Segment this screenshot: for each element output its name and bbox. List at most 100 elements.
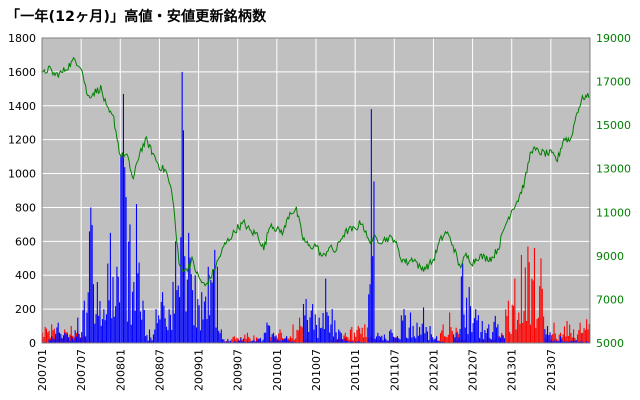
- new-low-bar: [99, 300, 101, 343]
- new-high-bar: [53, 328, 55, 343]
- new-low-bar: [554, 341, 556, 343]
- new-low-bar: [77, 317, 79, 343]
- new-low-bar: [409, 312, 412, 343]
- new-high-bar: [45, 328, 48, 343]
- new-low-bar: [249, 341, 251, 343]
- new-low-bar: [574, 341, 576, 343]
- new-low-bar: [154, 329, 156, 343]
- new-high-bar: [540, 258, 542, 343]
- new-low-bar: [120, 156, 122, 343]
- new-low-bar: [317, 337, 319, 343]
- new-high-bar: [360, 333, 362, 343]
- new-high-bar: [531, 278, 533, 343]
- new-high-bar: [299, 317, 301, 343]
- new-low-bar: [462, 263, 464, 343]
- new-low-bar: [417, 335, 419, 343]
- new-high-bar: [445, 336, 447, 343]
- x-axis-tick-label: 200701: [36, 349, 49, 391]
- x-axis-tick-label: 200707: [75, 349, 88, 391]
- new-low-bar: [283, 338, 285, 343]
- new-low-bar: [288, 340, 290, 343]
- left-axis-tick-label: 800: [15, 201, 36, 214]
- new-low-bar: [152, 334, 154, 343]
- new-high-bar: [235, 339, 237, 343]
- new-low-bar: [389, 331, 391, 343]
- new-high-bar: [567, 335, 569, 343]
- new-low-bar: [162, 292, 164, 343]
- new-low-bar: [197, 299, 199, 343]
- new-high-bar: [447, 334, 449, 343]
- new-low-bar: [411, 337, 413, 343]
- new-low-bar: [64, 332, 66, 343]
- new-low-bar: [188, 232, 190, 343]
- new-high-bar: [519, 323, 521, 343]
- new-high-bar: [255, 337, 258, 343]
- new-low-bar: [357, 341, 359, 343]
- new-high-bar: [69, 334, 71, 343]
- new-low-bar: [271, 334, 273, 343]
- new-low-bar: [240, 337, 242, 343]
- x-axis-tick-label: 200801: [114, 349, 127, 391]
- new-low-bar: [137, 273, 139, 343]
- new-low-bar: [122, 93, 124, 343]
- new-high-bar: [536, 319, 538, 343]
- new-low-bar: [406, 337, 408, 343]
- new-low-bar: [276, 340, 278, 343]
- x-axis-ticks: 200701 200707 200801 200807 200901 200907 2010…: [36, 349, 558, 391]
- new-low-bar: [492, 331, 494, 343]
- new-low-bar: [79, 337, 81, 343]
- new-low-bar: [272, 332, 275, 343]
- new-low-bar: [117, 276, 119, 343]
- new-low-bar: [430, 334, 432, 343]
- new-low-bar: [177, 285, 179, 343]
- new-low-bar: [254, 341, 256, 343]
- new-low-bar: [203, 301, 205, 343]
- new-high-bar: [296, 329, 298, 343]
- new-low-bar: [400, 315, 402, 343]
- new-low-bar: [118, 302, 121, 343]
- new-low-bar: [569, 341, 571, 343]
- new-low-bar: [250, 341, 252, 343]
- new-low-bar: [379, 336, 382, 343]
- new-low-bar: [429, 326, 431, 343]
- new-low-bar: [138, 262, 140, 343]
- new-low-bar: [159, 319, 161, 343]
- new-high-bar: [556, 338, 558, 343]
- new-low-bar: [439, 341, 442, 343]
- new-low-bar: [480, 331, 482, 343]
- new-low-bar: [373, 181, 375, 343]
- new-low-bar: [259, 337, 261, 343]
- new-low-bar: [150, 337, 152, 343]
- new-low-bar: [222, 339, 224, 343]
- new-low-bar: [434, 338, 436, 343]
- new-low-bar: [172, 281, 174, 343]
- new-high-bar: [301, 327, 303, 343]
- right-axis-tick-label: 7000: [596, 293, 624, 306]
- new-low-bar: [556, 341, 558, 343]
- new-high-bar: [348, 339, 350, 343]
- new-high-bar: [364, 324, 366, 343]
- new-low-bar: [224, 341, 226, 343]
- new-low-bar: [229, 340, 231, 343]
- new-low-bar: [368, 294, 370, 343]
- new-low-bar: [493, 321, 495, 343]
- new-low-bar: [394, 337, 396, 343]
- new-low-bar: [325, 278, 327, 343]
- new-low-bar: [81, 332, 83, 343]
- new-low-bar: [258, 338, 260, 343]
- new-low-bar: [261, 341, 263, 343]
- new-low-bar: [316, 324, 318, 343]
- new-low-bar: [130, 324, 132, 343]
- new-low-bar: [558, 341, 560, 343]
- new-high-bar: [52, 330, 54, 343]
- new-low-bar: [466, 297, 468, 343]
- new-low-bar: [424, 333, 426, 343]
- new-low-bar: [209, 315, 211, 343]
- new-high-bar: [522, 322, 524, 343]
- new-low-bar: [488, 324, 490, 343]
- new-low-bar: [561, 339, 563, 343]
- new-low-bar: [459, 329, 461, 343]
- new-low-bar: [330, 324, 332, 343]
- new-low-bar: [454, 337, 456, 343]
- new-low-bar: [95, 314, 97, 343]
